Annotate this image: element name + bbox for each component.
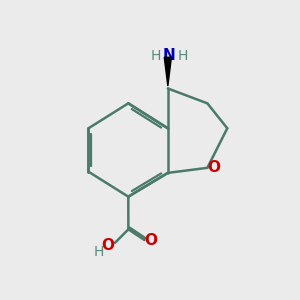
Polygon shape (164, 57, 171, 86)
Text: O: O (207, 160, 220, 175)
Text: H: H (150, 49, 161, 63)
Text: H: H (178, 49, 188, 63)
Text: H: H (94, 245, 104, 259)
Text: O: O (144, 232, 157, 247)
Text: N: N (163, 48, 176, 63)
Text: O: O (101, 238, 114, 253)
